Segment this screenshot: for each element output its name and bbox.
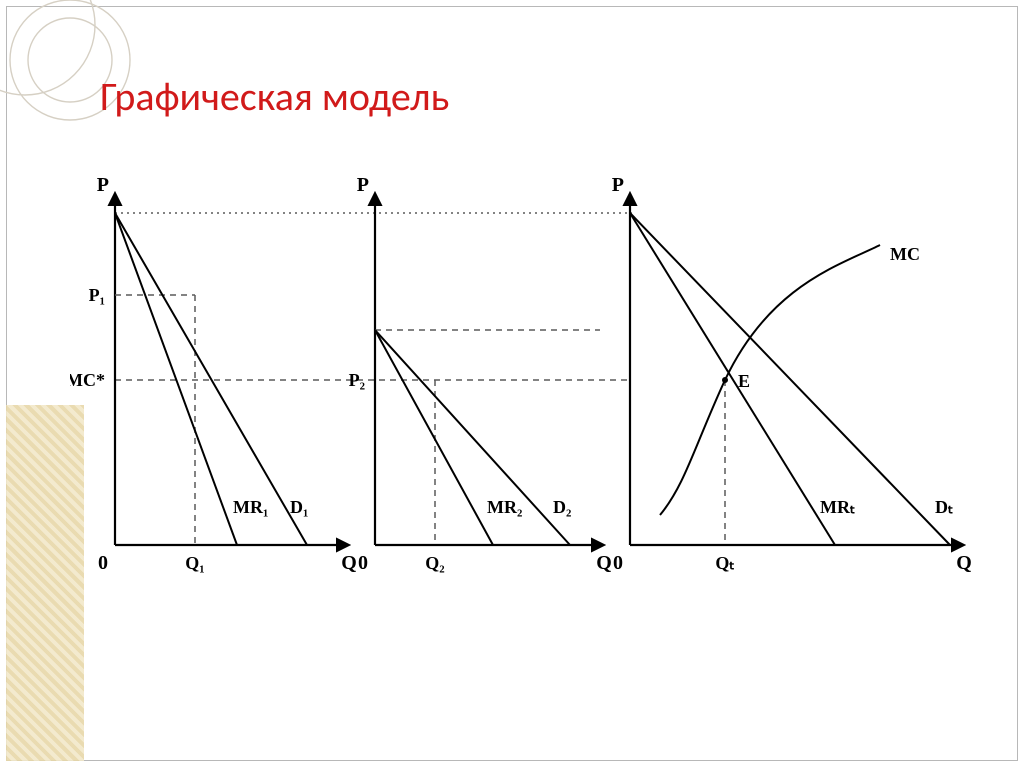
svg-text:0: 0 [98, 552, 108, 574]
svg-text:D₁: D₁ [290, 497, 308, 517]
svg-text:MR₁: MR₁ [233, 497, 268, 517]
svg-text:Q₁: Q₁ [185, 553, 204, 573]
svg-text:Q: Q [596, 552, 612, 574]
svg-text:MR₂: MR₂ [487, 497, 522, 517]
svg-text:P: P [97, 174, 109, 196]
svg-text:Q: Q [956, 552, 972, 574]
svg-text:E: E [738, 371, 750, 391]
svg-text:Q: Q [341, 552, 357, 574]
svg-text:MC: MC [890, 244, 920, 264]
svg-text:P: P [612, 174, 624, 196]
svg-text:Dₜ: Dₜ [935, 497, 953, 517]
svg-text:0: 0 [613, 552, 623, 574]
svg-text:P: P [357, 174, 369, 196]
svg-text:MRₜ: MRₜ [820, 497, 855, 517]
svg-text:Qₜ: Qₜ [715, 553, 734, 573]
svg-text:Q₂: Q₂ [425, 553, 444, 573]
svg-text:D₂: D₂ [553, 497, 571, 517]
svg-text:P₂: P₂ [349, 370, 365, 390]
slide-title: Графическая модель [100, 72, 449, 121]
svg-text:0: 0 [358, 552, 368, 574]
svg-text:P₁: P₁ [89, 285, 105, 305]
economics-chart: PQ0P₁MC*Q₁D₁MR₁PQ0P₂Q₂D₂MR₂PQ0QₜDₜMRₜMCE [70, 165, 975, 605]
svg-text:MC*: MC* [70, 370, 105, 390]
